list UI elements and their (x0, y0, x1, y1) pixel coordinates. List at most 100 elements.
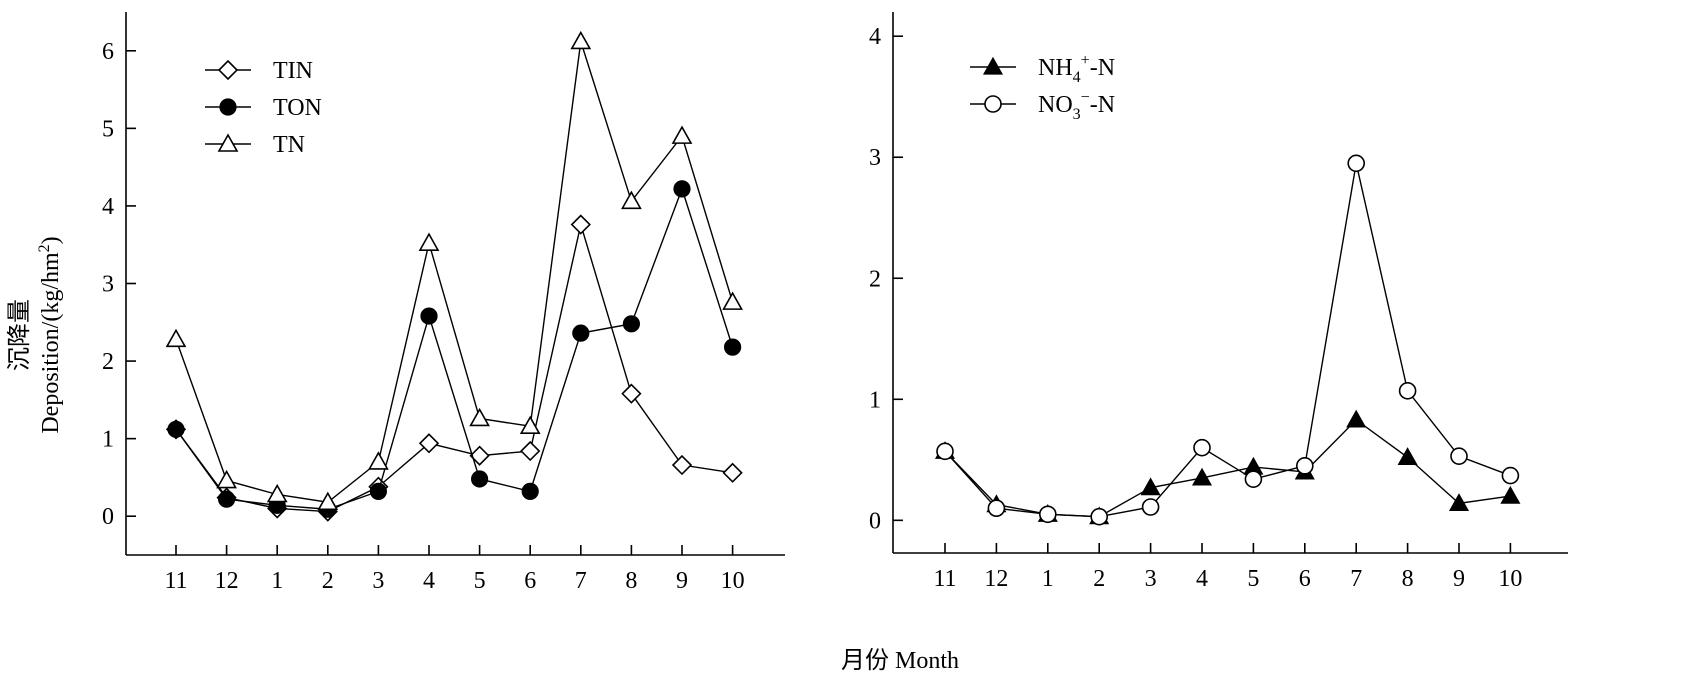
data-point (519, 415, 541, 435)
y-tick-label: 3 (102, 272, 114, 298)
legend-label-sub: 4 (1073, 69, 1081, 86)
legend-label: TN (273, 132, 305, 158)
data-point (266, 483, 288, 503)
data-point (1346, 409, 1367, 428)
data-point (621, 383, 642, 404)
data-point (471, 470, 489, 488)
x-tick-label: 7 (575, 568, 587, 594)
y-tick-label: 0 (102, 504, 114, 530)
data-point (673, 180, 691, 198)
data-point (936, 442, 954, 461)
series-nh4-n (934, 409, 1521, 525)
x-tick-label: 2 (322, 568, 334, 594)
x-tick-label: 11 (933, 566, 956, 592)
series-line (175, 221, 733, 513)
data-point (1191, 467, 1213, 486)
x-tick-label: 10 (1498, 566, 1522, 592)
legend-label-main: NO (1038, 92, 1073, 118)
x-tick-label: 11 (164, 568, 187, 594)
x-tick-label: 12 (984, 566, 1008, 592)
data-point (418, 232, 440, 251)
data-point (722, 462, 743, 483)
data-point (1448, 493, 1470, 511)
data-point (1244, 470, 1263, 488)
data-point (418, 433, 440, 454)
y-tick-label: 3 (869, 145, 881, 171)
data-point (1039, 505, 1057, 524)
series-line (175, 41, 734, 503)
y-axis-title: 沉降量 Deposition/(kg/hm2) (6, 236, 64, 433)
x-tick-label: 10 (721, 568, 745, 594)
data-point (1398, 382, 1417, 400)
legend: TIN TON TN (205, 58, 322, 158)
data-point (469, 407, 490, 427)
legend-label-sup: − (1081, 89, 1090, 106)
x-tick-label: 3 (1145, 566, 1157, 592)
y-tick-label: 1 (102, 427, 114, 453)
x-tick-label: 9 (1453, 566, 1465, 592)
data-point (1397, 447, 1418, 465)
y-tick-label: 4 (102, 194, 114, 220)
x-tick-label: 5 (1247, 566, 1259, 592)
data-point (216, 469, 237, 489)
data-point (1296, 457, 1314, 475)
y-axis-title-en-close: ) (38, 236, 64, 244)
series-line (944, 418, 1511, 518)
data-point (1141, 498, 1160, 516)
data-point (1501, 466, 1520, 485)
series-line (175, 186, 734, 510)
series-ton (167, 180, 742, 518)
x-tick-label: 4 (1196, 566, 1208, 592)
x-tick-label: 6 (1299, 566, 1311, 592)
legend-item: NH4+-N (970, 52, 1115, 86)
series-line (944, 163, 1511, 518)
x-tick-label: 7 (1350, 566, 1362, 592)
data-point (570, 214, 591, 235)
data-point (420, 307, 438, 325)
y-tick-label: 0 (869, 508, 881, 534)
y-tick-label: 1 (869, 387, 881, 413)
series-no3-n (936, 154, 1520, 526)
x-tick-label: 8 (625, 568, 637, 594)
legend-item: NO3−-N (970, 89, 1115, 123)
legend-label-sub: 3 (1073, 106, 1081, 123)
legend-label: TIN (273, 58, 313, 84)
data-point (671, 125, 693, 144)
data-point (722, 291, 743, 310)
data-point (1500, 485, 1521, 504)
legend-marker (217, 59, 239, 81)
data-point (987, 499, 1006, 518)
x-tick-label: 12 (215, 568, 239, 594)
data-point (317, 491, 339, 511)
legend-label: TON (273, 95, 322, 121)
y-tick-label: 2 (869, 266, 881, 292)
x-tick-label: 6 (524, 568, 536, 594)
data-point (1090, 507, 1108, 526)
x-tick-label: 2 (1093, 566, 1105, 592)
data-point (1193, 438, 1211, 457)
data-point (521, 482, 539, 500)
y-axis-title-en: Deposition/(kg/hm2) (36, 236, 64, 433)
y-axis-title-en-sup: 2 (36, 244, 53, 252)
legend-label-tail: -N (1090, 55, 1115, 81)
x-tick-label: 8 (1402, 566, 1414, 592)
data-point (1450, 447, 1468, 465)
y-tick-label: 6 (102, 39, 114, 65)
y-axis-title-cn: 沉降量 (6, 299, 33, 371)
data-point (570, 30, 592, 50)
y-tick-label: 2 (102, 349, 114, 375)
legend-label-tail: -N (1090, 92, 1115, 118)
data-point (469, 445, 490, 466)
data-point (671, 454, 693, 476)
x-tick-label: 9 (676, 568, 688, 594)
x-tick-label: 1 (1042, 566, 1054, 592)
data-point (218, 490, 236, 508)
legend-marker (984, 95, 1002, 113)
data-point (368, 451, 389, 470)
data-point (572, 324, 590, 342)
legend-item: TON (205, 95, 322, 121)
data-point (1347, 154, 1365, 173)
